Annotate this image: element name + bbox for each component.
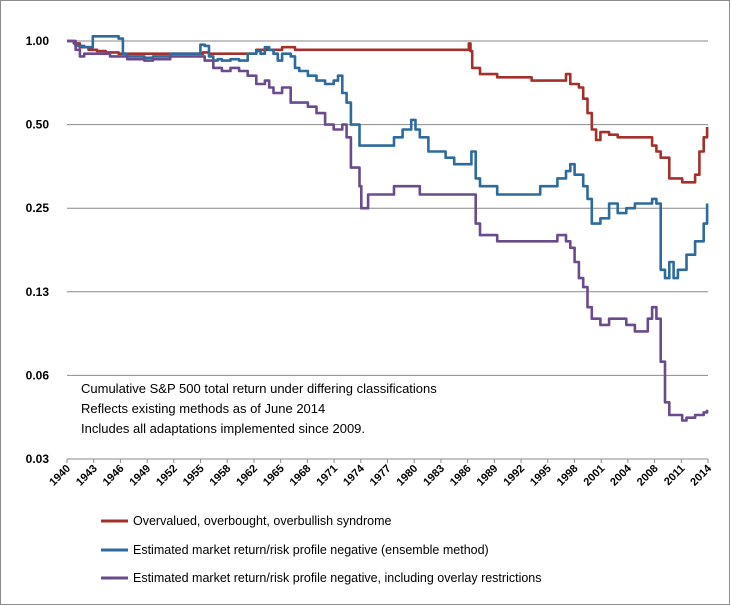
legend-item-overvalued: Overvalued, overbought, overbullish synd…: [101, 514, 392, 528]
x-tick-label: 1965: [261, 463, 287, 489]
y-tick-label: 1.00: [26, 34, 50, 48]
annotation-line-3: Includes all adaptations implemented sin…: [81, 421, 365, 436]
y-tick-label: 0.25: [26, 201, 50, 215]
x-tick-label: 1977: [368, 463, 394, 489]
gridlines: [67, 40, 708, 460]
x-tick-label: 1974: [341, 462, 367, 488]
x-tick-label: 1952: [154, 463, 180, 489]
y-tick-label: 0.03: [26, 452, 50, 466]
legend-label-ensemble: Estimated market return/risk profile neg…: [133, 543, 489, 557]
annotation-block: Cumulative S&P 500 total return under di…: [81, 381, 437, 436]
series-lines: [67, 35, 709, 422]
x-tick-label: 1968: [288, 463, 314, 489]
x-tick-label: 1971: [314, 463, 340, 489]
y-tick-label: 0.13: [26, 285, 50, 299]
x-axis: 1940 1943 1946 1949 1952 1955 1958 1962 1965 1968…: [47, 459, 715, 489]
x-tick-label: 1962: [234, 463, 260, 489]
annotation-line-1: Cumulative S&P 500 total return under di…: [81, 381, 437, 396]
x-tick-label: 1983: [421, 463, 447, 489]
x-tick-label: 2011: [662, 463, 687, 488]
x-tick-label: 1958: [208, 463, 234, 489]
x-tick-label: 2014: [688, 462, 714, 488]
x-tick-label: 1943: [74, 463, 100, 489]
x-tick-label: 2001: [581, 463, 607, 489]
legend-item-ensemble: Estimated market return/risk profile neg…: [101, 543, 489, 557]
legend-item-overlay: Estimated market return/risk profile neg…: [101, 571, 542, 585]
x-tick-label: 1989: [475, 463, 501, 489]
x-tick-label: 2004: [608, 462, 634, 488]
x-tick-label: 1949: [127, 463, 153, 489]
x-tick-label: 1992: [501, 463, 527, 489]
y-tick-label: 0.06: [26, 368, 50, 382]
annotation-line-2: Reflects existing methods as of June 201…: [81, 401, 325, 416]
legend-label-overvalued: Overvalued, overbought, overbullish synd…: [133, 514, 392, 528]
x-tick-label: 2008: [635, 463, 661, 489]
x-tick-label: 1986: [448, 463, 474, 489]
series-overvalued-line: [67, 39, 709, 184]
x-tick-label: 1998: [555, 463, 581, 489]
y-tick-label: 0.50: [26, 118, 50, 132]
x-tick-label: 1946: [101, 463, 127, 489]
x-tick-label: 1955: [181, 463, 207, 489]
y-axis: 1.00 0.50 0.25 0.13 0.06 0.03: [26, 34, 50, 466]
series-overlay-line: [67, 39, 709, 422]
x-tick-label: 1995: [528, 463, 554, 489]
x-tick-label: 1940: [47, 463, 73, 489]
x-tick-label: 1980: [395, 463, 421, 489]
legend: Overvalued, overbought, overbullish synd…: [101, 514, 542, 585]
legend-label-overlay: Estimated market return/risk profile neg…: [133, 571, 542, 585]
series-ensemble-line: [67, 35, 709, 280]
